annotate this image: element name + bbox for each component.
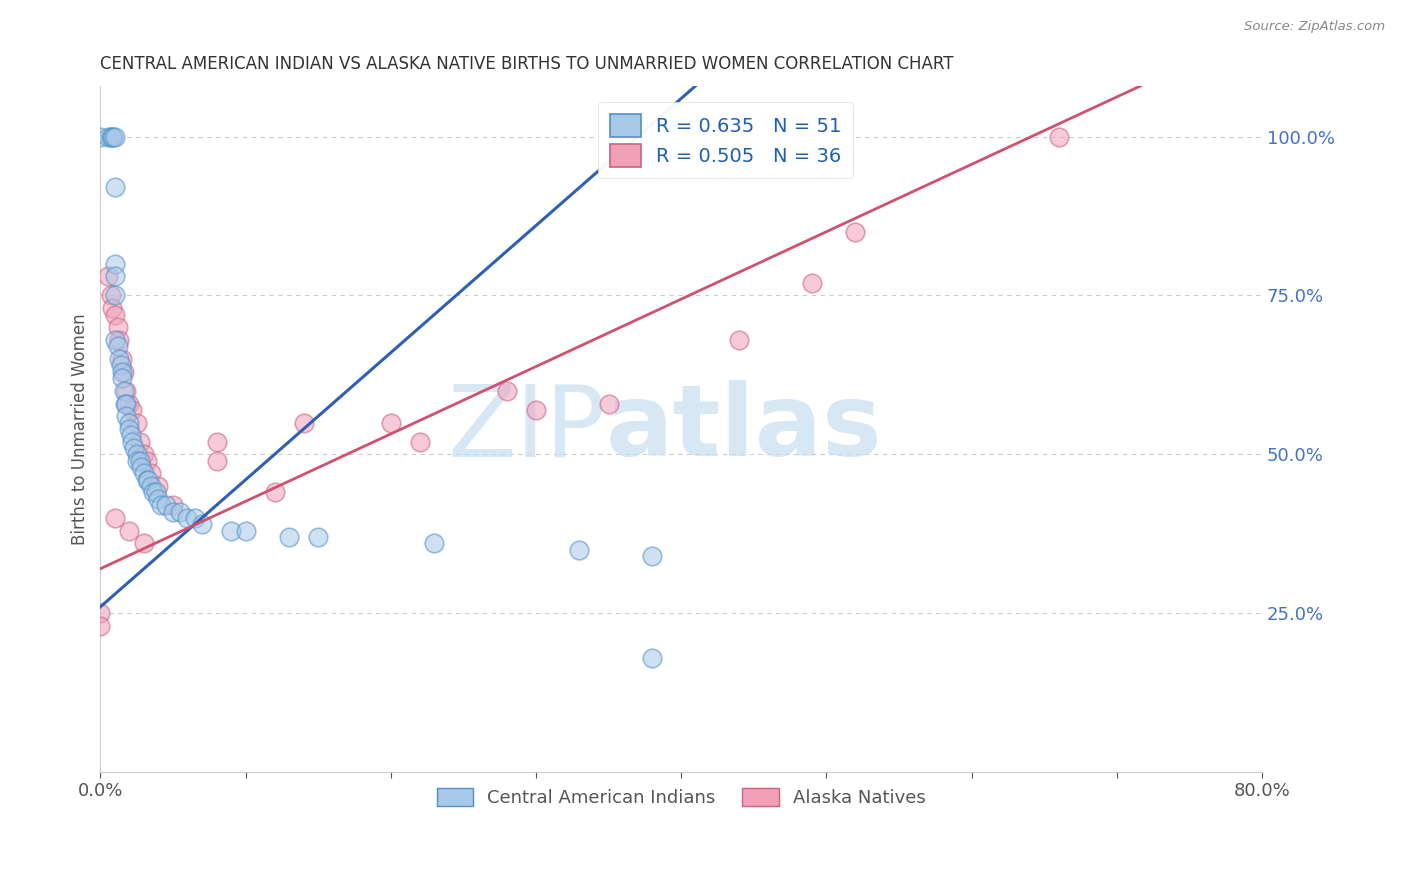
Point — [148, 491, 170, 506]
Point — [112, 384, 135, 398]
Point — [136, 473, 159, 487]
Point — [1047, 129, 1070, 144]
Point — [205, 453, 228, 467]
Point — [104, 257, 127, 271]
Text: CENTRAL AMERICAN INDIAN VS ALASKA NATIVE BIRTHS TO UNMARRIED WOMEN CORRELATION C: CENTRAL AMERICAN INDIAN VS ALASKA NATIVE… — [100, 55, 953, 73]
Point — [97, 269, 120, 284]
Point — [104, 333, 127, 347]
Point — [121, 434, 143, 449]
Point — [101, 301, 124, 316]
Point — [115, 396, 138, 410]
Point — [122, 441, 145, 455]
Point — [114, 396, 136, 410]
Point — [155, 498, 177, 512]
Point — [141, 479, 163, 493]
Point — [162, 504, 184, 518]
Point — [111, 371, 134, 385]
Point — [409, 434, 432, 449]
Point — [132, 447, 155, 461]
Point — [307, 530, 329, 544]
Point — [135, 453, 157, 467]
Legend: Central American Indians, Alaska Natives: Central American Indians, Alaska Natives — [429, 780, 934, 814]
Point — [278, 530, 301, 544]
Point — [129, 460, 152, 475]
Point — [380, 416, 402, 430]
Point — [142, 485, 165, 500]
Point — [107, 339, 129, 353]
Point — [104, 288, 127, 302]
Point — [115, 384, 138, 398]
Point — [800, 276, 823, 290]
Point — [641, 549, 664, 563]
Point — [128, 434, 150, 449]
Point — [844, 225, 866, 239]
Point — [128, 453, 150, 467]
Point — [125, 447, 148, 461]
Point — [103, 129, 125, 144]
Point — [118, 416, 141, 430]
Point — [423, 536, 446, 550]
Point — [524, 403, 547, 417]
Point — [150, 498, 173, 512]
Point — [108, 333, 131, 347]
Text: Source: ZipAtlas.com: Source: ZipAtlas.com — [1244, 20, 1385, 33]
Point — [107, 320, 129, 334]
Point — [110, 359, 132, 373]
Point — [148, 479, 170, 493]
Point — [141, 467, 163, 481]
Point — [89, 606, 111, 620]
Point — [111, 365, 134, 379]
Text: ZIP: ZIP — [447, 381, 606, 477]
Point — [568, 542, 591, 557]
Point — [89, 619, 111, 633]
Point — [145, 485, 167, 500]
Point — [118, 524, 141, 538]
Point — [125, 453, 148, 467]
Point — [191, 517, 214, 532]
Point — [101, 129, 124, 144]
Point — [121, 403, 143, 417]
Point — [205, 434, 228, 449]
Point — [183, 511, 205, 525]
Point — [263, 485, 285, 500]
Point — [125, 416, 148, 430]
Point — [100, 288, 122, 302]
Point — [162, 498, 184, 512]
Point — [169, 504, 191, 518]
Point — [728, 333, 751, 347]
Point — [176, 511, 198, 525]
Point — [104, 129, 127, 144]
Point — [641, 650, 664, 665]
Point — [111, 352, 134, 367]
Point — [132, 536, 155, 550]
Point — [120, 428, 142, 442]
Point — [112, 365, 135, 379]
Point — [104, 511, 127, 525]
Point — [118, 396, 141, 410]
Point — [292, 416, 315, 430]
Point — [104, 180, 127, 194]
Point — [118, 422, 141, 436]
Point — [97, 129, 120, 144]
Point — [235, 524, 257, 538]
Text: atlas: atlas — [606, 381, 882, 477]
Point — [100, 129, 122, 144]
Point — [89, 129, 111, 144]
Point — [219, 524, 242, 538]
Point — [598, 396, 620, 410]
Point — [104, 308, 127, 322]
Point — [496, 384, 519, 398]
Point — [135, 473, 157, 487]
Point — [115, 409, 138, 424]
Point — [132, 467, 155, 481]
Y-axis label: Births to Unmarried Women: Births to Unmarried Women — [72, 313, 89, 545]
Point — [104, 269, 127, 284]
Point — [108, 352, 131, 367]
